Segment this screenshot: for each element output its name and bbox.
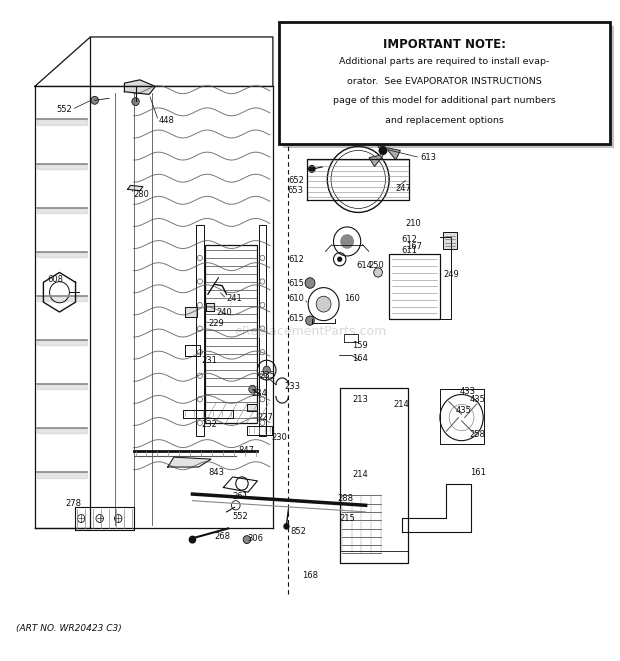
- Text: 435: 435: [455, 407, 471, 416]
- Text: 852: 852: [290, 527, 306, 536]
- FancyBboxPatch shape: [279, 22, 610, 144]
- Polygon shape: [128, 185, 143, 190]
- Bar: [389, 254, 440, 319]
- FancyBboxPatch shape: [283, 26, 614, 148]
- Text: 306: 306: [247, 534, 263, 543]
- Text: 235: 235: [259, 371, 275, 380]
- Text: 552: 552: [56, 105, 72, 114]
- Text: and replacement options: and replacement options: [385, 116, 504, 125]
- Text: 612: 612: [288, 254, 304, 264]
- Text: 233: 233: [284, 382, 300, 391]
- Text: 227: 227: [257, 413, 273, 422]
- Text: 215: 215: [340, 514, 355, 523]
- Circle shape: [305, 278, 315, 288]
- Text: 278: 278: [65, 499, 81, 508]
- Text: 652: 652: [288, 176, 304, 184]
- Text: 159: 159: [352, 340, 368, 350]
- Polygon shape: [185, 307, 197, 317]
- Text: 608: 608: [47, 275, 63, 284]
- Text: 611: 611: [402, 245, 417, 254]
- Text: 612: 612: [402, 235, 417, 244]
- Bar: [340, 388, 408, 563]
- Circle shape: [338, 257, 342, 261]
- Polygon shape: [247, 405, 257, 411]
- Circle shape: [189, 536, 195, 543]
- Text: 230: 230: [272, 433, 288, 442]
- Text: 160: 160: [344, 294, 360, 303]
- Circle shape: [379, 147, 387, 155]
- Text: 167: 167: [406, 241, 422, 251]
- Circle shape: [284, 524, 289, 529]
- Text: IMPORTANT NOTE:: IMPORTANT NOTE:: [383, 38, 506, 52]
- Circle shape: [91, 97, 99, 104]
- Text: 615: 615: [288, 278, 304, 288]
- Text: (ART NO. WR20423 C3): (ART NO. WR20423 C3): [16, 623, 122, 633]
- Polygon shape: [374, 134, 384, 147]
- Polygon shape: [388, 148, 401, 160]
- Text: 213: 213: [352, 395, 368, 405]
- Text: 249: 249: [443, 270, 459, 279]
- Circle shape: [263, 366, 270, 374]
- Circle shape: [132, 98, 140, 106]
- Text: 247: 247: [396, 184, 411, 193]
- Circle shape: [249, 385, 256, 393]
- Text: 268: 268: [214, 532, 230, 541]
- Text: 232: 232: [202, 420, 218, 429]
- Bar: [259, 225, 266, 436]
- Text: 234: 234: [251, 389, 267, 398]
- Text: 214: 214: [352, 470, 368, 479]
- Text: 433: 433: [459, 387, 476, 396]
- Text: eReplacementParts.com: eReplacementParts.com: [234, 325, 386, 338]
- Circle shape: [374, 268, 383, 277]
- Text: 261: 261: [232, 492, 249, 501]
- Text: 448: 448: [159, 116, 174, 125]
- Polygon shape: [168, 457, 211, 467]
- Text: 615: 615: [288, 314, 304, 323]
- Text: 847: 847: [239, 446, 255, 455]
- Text: 168: 168: [303, 571, 319, 580]
- Text: 552: 552: [232, 512, 249, 521]
- Circle shape: [341, 235, 353, 248]
- Text: 164: 164: [352, 354, 368, 363]
- Circle shape: [316, 296, 331, 312]
- Text: 210: 210: [406, 219, 422, 228]
- Text: 161: 161: [469, 468, 485, 477]
- Circle shape: [309, 166, 315, 173]
- Bar: [196, 225, 203, 436]
- Text: 229: 229: [208, 319, 224, 329]
- Text: 280: 280: [134, 190, 149, 199]
- Text: 288: 288: [338, 494, 354, 503]
- Text: 240: 240: [216, 307, 232, 317]
- Bar: [443, 232, 456, 249]
- Text: 843: 843: [208, 468, 224, 477]
- Text: 614: 614: [356, 261, 372, 270]
- Text: 231: 231: [202, 356, 218, 365]
- Text: Additional parts are required to install evap-: Additional parts are required to install…: [339, 57, 550, 65]
- Text: 250: 250: [369, 261, 384, 270]
- Polygon shape: [206, 303, 214, 311]
- Circle shape: [306, 316, 314, 325]
- Text: 241: 241: [226, 294, 242, 303]
- Text: orator.  See EVAPORATOR INSTRUCTIONS: orator. See EVAPORATOR INSTRUCTIONS: [347, 77, 542, 85]
- Circle shape: [243, 535, 250, 543]
- Text: 258: 258: [469, 430, 485, 439]
- Text: page of this model for additional part numbers: page of this model for additional part n…: [333, 97, 556, 105]
- Text: 610: 610: [288, 294, 304, 303]
- Text: 653: 653: [288, 186, 304, 195]
- Bar: [205, 245, 257, 423]
- Polygon shape: [369, 155, 383, 167]
- Text: 613: 613: [420, 153, 436, 162]
- Text: 214: 214: [394, 400, 409, 409]
- Text: 435: 435: [469, 395, 485, 405]
- Polygon shape: [125, 80, 156, 95]
